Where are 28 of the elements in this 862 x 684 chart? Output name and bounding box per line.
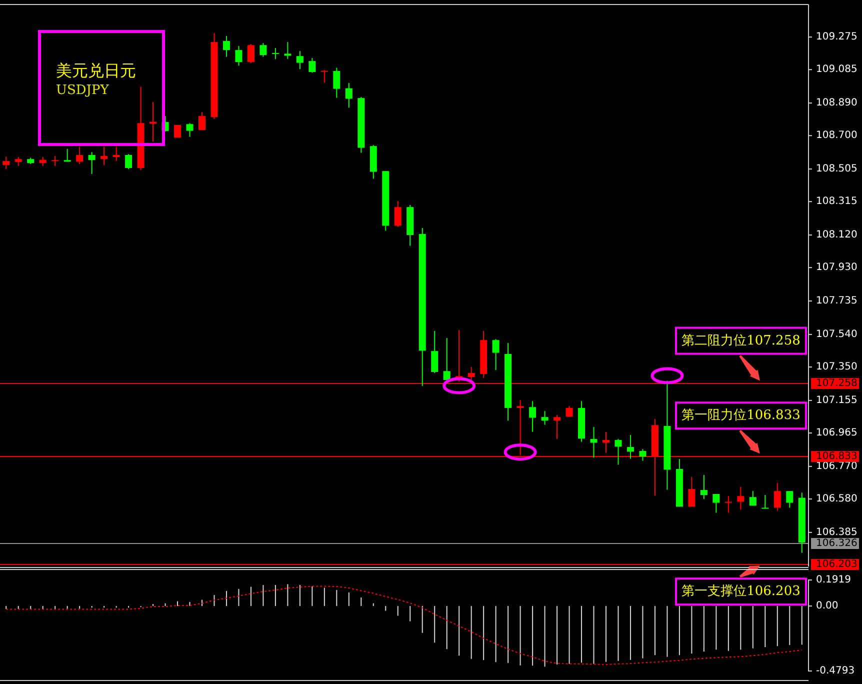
- y-tick-label: 107.930: [816, 262, 858, 274]
- y-tick-label: 0.1919: [816, 574, 851, 586]
- annotation: 第二阻力位107.258: [682, 333, 800, 348]
- y-tick-label: 106.385: [816, 526, 858, 538]
- y-tick-label: 108.700: [816, 130, 858, 142]
- y-tick-label: 106.965: [816, 427, 858, 438]
- annotation: 第一支撑位106.203: [682, 584, 800, 600]
- y-tick-label: 106.770: [816, 460, 858, 472]
- ref-line-label: 106.326: [816, 538, 858, 549]
- text: USDJPY: [56, 83, 110, 98]
- y-tick-label: 107.155: [816, 394, 858, 406]
- y-tick-label: 107.540: [816, 328, 858, 340]
- y-tick-label: 109.085: [816, 64, 858, 76]
- y-tick-label: 106.580: [816, 493, 858, 504]
- ref-line-label: 107.258: [816, 378, 858, 389]
- y-tick-label: 107.350: [816, 362, 858, 372]
- y-tick-label: -0.4793: [816, 666, 855, 676]
- y-tick-label: 108.505: [816, 164, 858, 175]
- y-tick-label: 107.735: [816, 296, 858, 307]
- y-tick-label: 108.890: [816, 98, 858, 109]
- annotation: 第一阻力位106.833: [682, 408, 800, 424]
- ref-line-label: 106.203: [816, 559, 858, 570]
- y-tick-label: 108.315: [816, 196, 858, 208]
- text: 美元兑日元: [56, 61, 136, 80]
- y-tick-label: 108.120: [816, 230, 858, 241]
- y-tick-label: 0.00: [816, 600, 838, 612]
- ref-line-label: 106.833: [816, 451, 858, 462]
- y-tick-label: 109.275: [816, 32, 858, 43]
